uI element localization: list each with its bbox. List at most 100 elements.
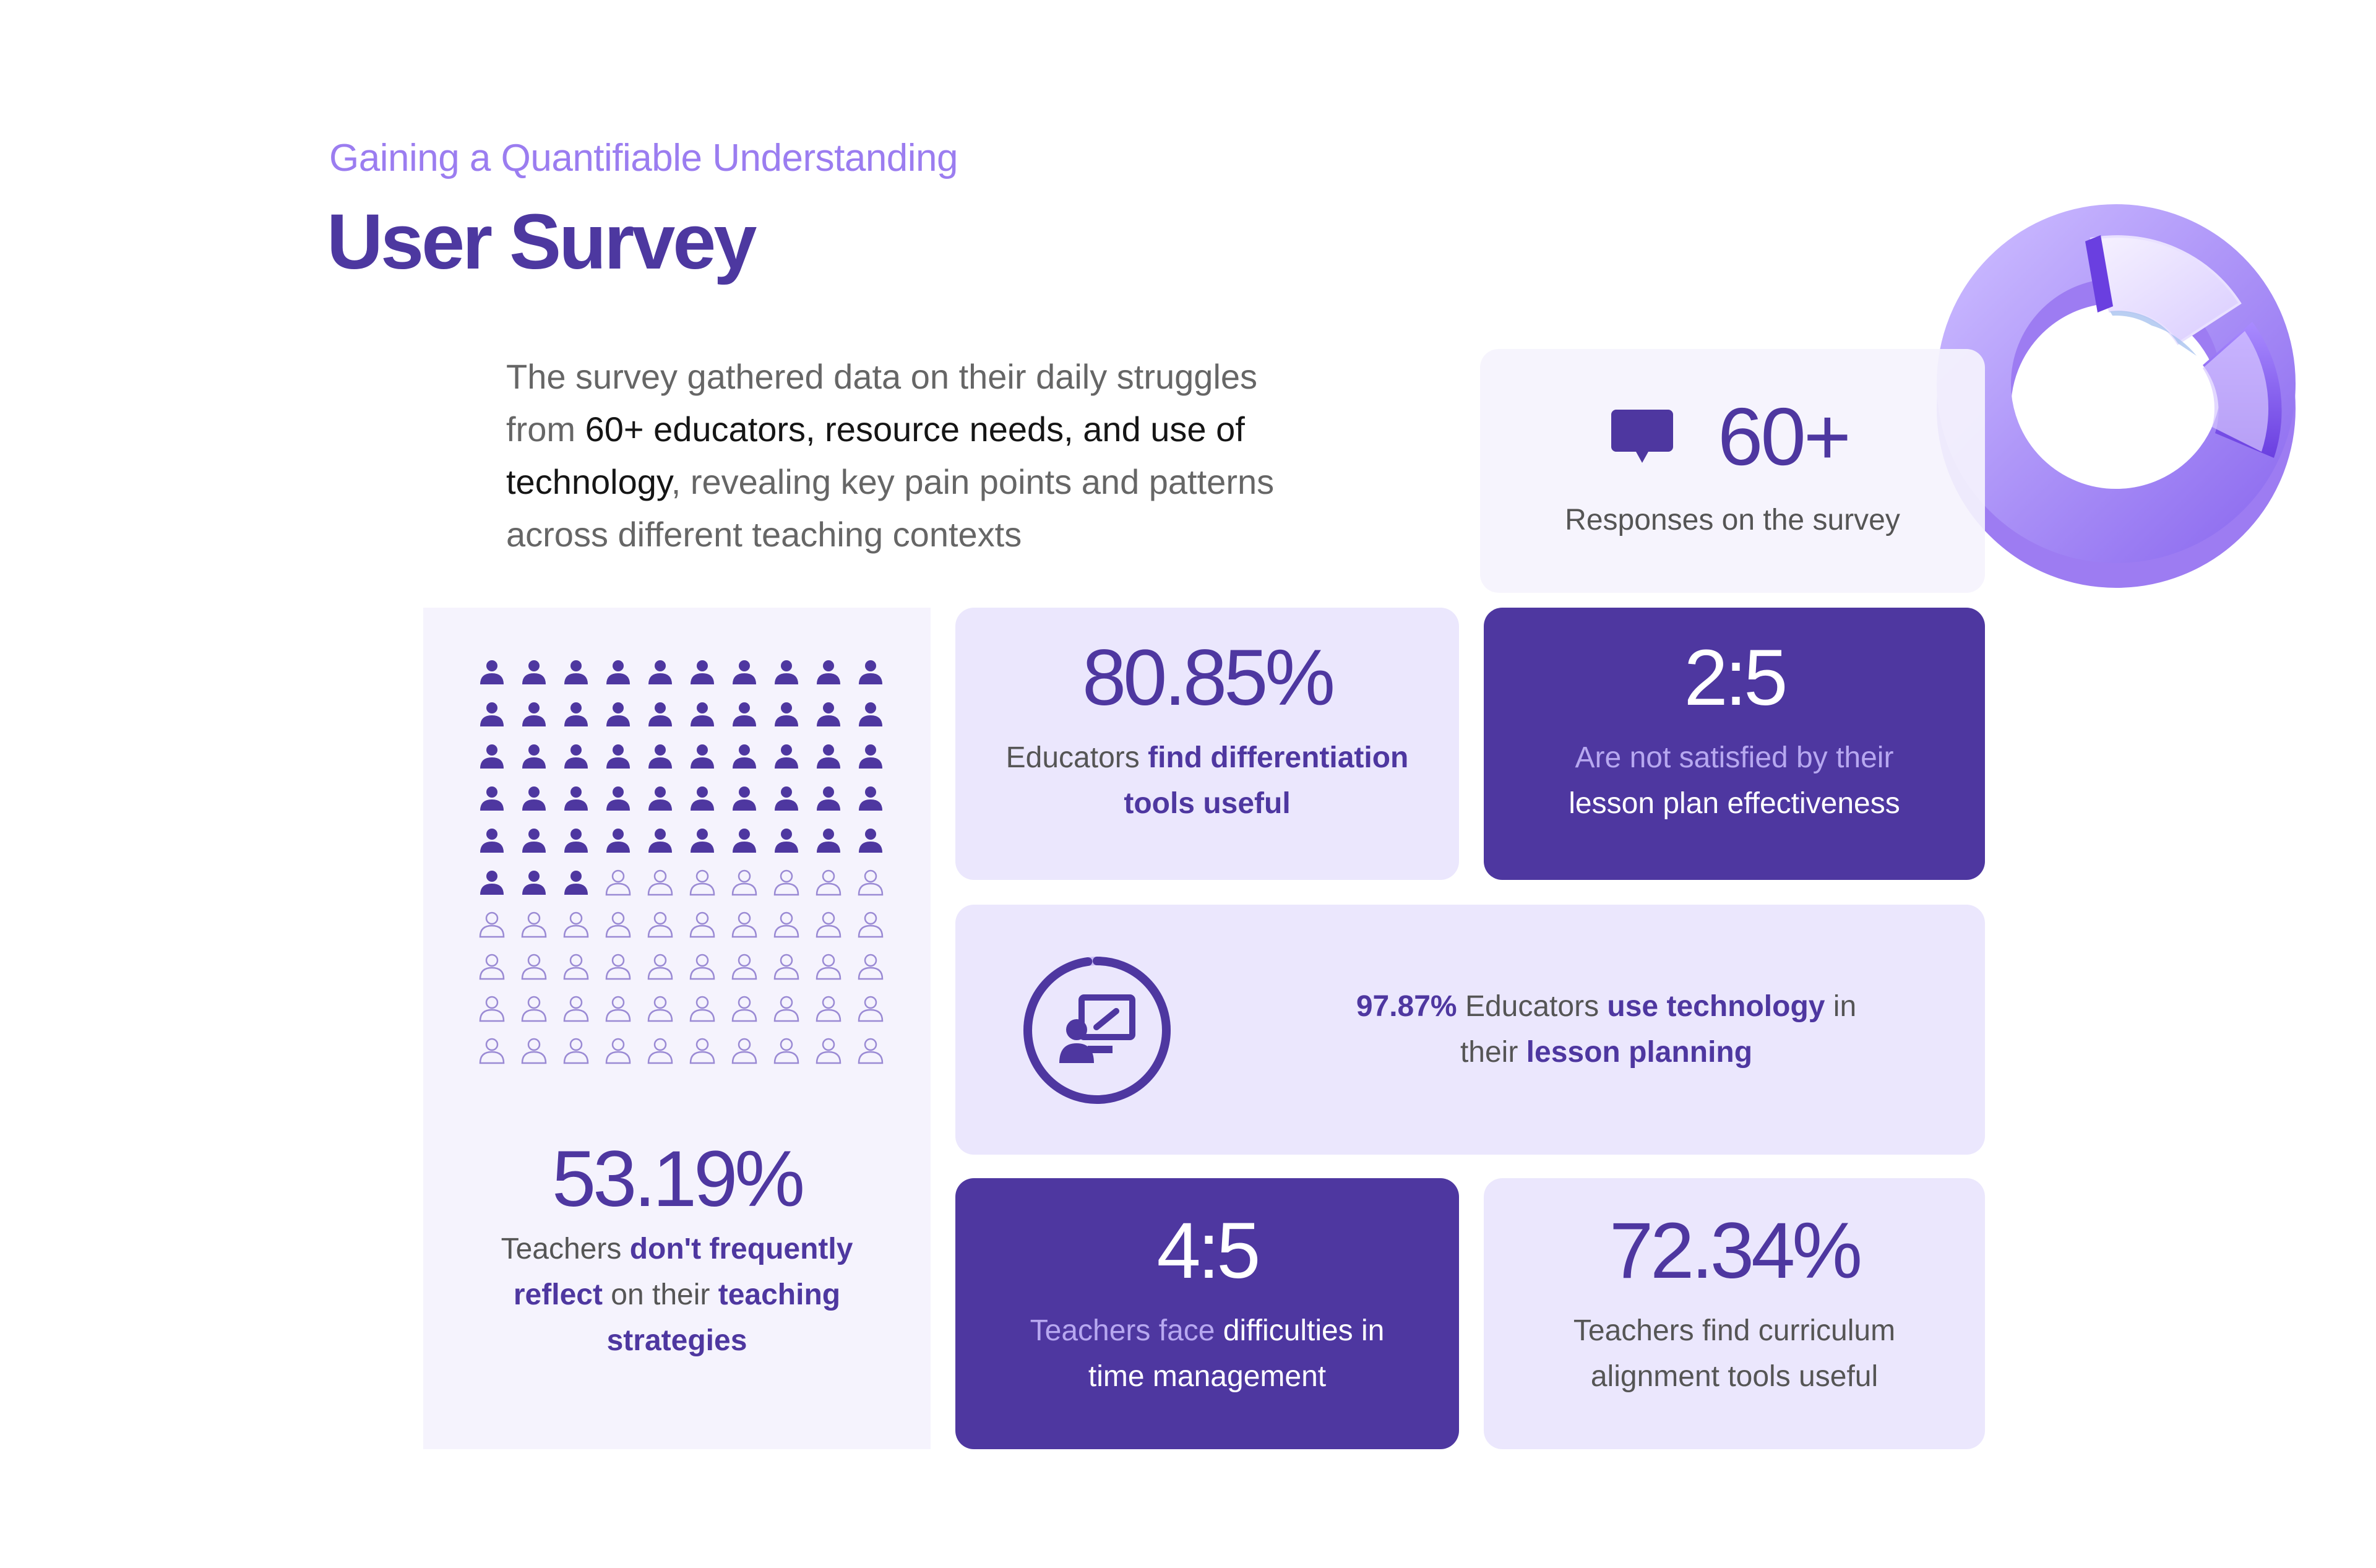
person-outline-icon [563, 1038, 589, 1064]
person-filled-icon [564, 744, 588, 769]
person-outline-icon [816, 996, 842, 1022]
person-filled-icon [480, 871, 504, 895]
person-outline-icon [689, 869, 715, 896]
person-outline-icon [858, 1038, 884, 1064]
time-management-value: 4:5 [1156, 1207, 1261, 1295]
person-outline-icon [605, 911, 631, 938]
person-filled-icon [480, 660, 504, 684]
person-outline-icon [689, 954, 715, 980]
curriculum-text: Teachers find curriculum alignment tools… [1573, 1314, 1896, 1393]
technology-text-d: lesson planning [1526, 1036, 1753, 1069]
person-filled-icon [775, 660, 798, 684]
section-eyebrow: Gaining a Quantifiable Understanding [329, 137, 958, 179]
person-filled-icon [859, 660, 882, 684]
person-filled-icon [480, 702, 504, 726]
intro-text-1: The survey gathered data on their daily … [506, 357, 1258, 449]
reflection-text-d: teaching strategies [606, 1278, 841, 1357]
time-management-text-b: difficulties in time management [1088, 1314, 1385, 1393]
person-outline-icon [816, 954, 842, 980]
curriculum-value: 72.34% [1609, 1207, 1862, 1295]
person-outline-icon [773, 869, 799, 896]
person-filled-icon [522, 744, 546, 769]
lesson-plan-text: Are not satisfied by their lesson plan e… [1484, 735, 1985, 827]
person-outline-icon [689, 996, 715, 1022]
person-filled-icon [691, 786, 714, 811]
lesson-plan-card: 2:5 Are not satisfied by their lesson pl… [1484, 608, 1985, 880]
person-filled-icon [817, 829, 840, 853]
technology-text-a: Educators [1457, 990, 1608, 1023]
people-grid [478, 658, 898, 1079]
person-filled-icon [564, 786, 588, 811]
person-outline-icon [731, 869, 757, 896]
person-outline-icon [605, 869, 631, 896]
person-outline-icon [521, 911, 547, 938]
differentiation-text-b: find differentiation tools useful [1124, 741, 1409, 820]
reflection-text-b: don't frequently reflect [513, 1233, 853, 1311]
person-filled-icon [817, 660, 840, 684]
person-outline-icon [563, 954, 589, 980]
person-outline-icon [521, 1038, 547, 1064]
lesson-plan-text-b: lesson plan effectiveness [1569, 787, 1900, 820]
differentiation-value: 80.85% [1082, 634, 1335, 722]
person-filled-icon [480, 829, 504, 853]
intro-paragraph: The survey gathered data on their daily … [506, 350, 1311, 561]
technology-card: 97.87% Educators use technology in their… [955, 905, 1985, 1155]
donut-chart-illustration [1937, 204, 2296, 588]
person-outline-icon [647, 954, 673, 980]
person-filled-icon [648, 744, 672, 769]
responses-card: 60+ Responses on the survey [1480, 349, 1985, 593]
person-outline-icon [858, 996, 884, 1022]
curriculum-card: 72.34% Teachers find curriculum alignmen… [1484, 1178, 1985, 1449]
person-filled-icon [606, 786, 630, 811]
reflection-text-c: on their [602, 1278, 718, 1311]
person-filled-icon [691, 829, 714, 853]
person-filled-icon [859, 786, 882, 811]
person-outline-icon [816, 911, 842, 938]
person-outline-icon [647, 869, 673, 896]
person-outline-icon [731, 911, 757, 938]
person-filled-icon [775, 702, 798, 726]
person-outline-icon [605, 954, 631, 980]
time-management-card: 4:5 Teachers face difficulties in time m… [955, 1178, 1459, 1449]
person-filled-icon [733, 702, 756, 726]
person-filled-icon [648, 786, 672, 811]
person-filled-icon [564, 829, 588, 853]
person-outline-icon [479, 954, 505, 980]
person-outline-icon [731, 1038, 757, 1064]
lesson-plan-text-a: Are not satisfied by their [1575, 741, 1894, 774]
person-filled-icon [691, 702, 714, 726]
lesson-plan-value: 2:5 [1684, 634, 1788, 722]
person-filled-icon [775, 786, 798, 811]
reflection-text-a: Teachers [501, 1233, 630, 1265]
person-outline-icon [563, 996, 589, 1022]
person-filled-icon [606, 660, 630, 684]
person-filled-icon [817, 786, 840, 811]
person-outline-icon [689, 1038, 715, 1064]
differentiation-card: 80.85% Educators find differentiation to… [955, 608, 1459, 880]
person-filled-icon [522, 786, 546, 811]
person-outline-icon [816, 869, 842, 896]
person-filled-icon [648, 829, 672, 853]
person-filled-icon [859, 702, 882, 726]
person-outline-icon [647, 911, 673, 938]
responses-value: 60+ [1718, 391, 1851, 482]
technology-text-b: use technology [1607, 990, 1825, 1023]
reflection-panel: 53.19% Teachers don't frequently reflect… [423, 608, 931, 1449]
time-management-text-a: Teachers face [1030, 1314, 1223, 1347]
person-outline-icon [479, 996, 505, 1022]
person-filled-icon [775, 744, 798, 769]
person-outline-icon [647, 996, 673, 1022]
person-filled-icon [691, 744, 714, 769]
person-outline-icon [773, 996, 799, 1022]
person-filled-icon [691, 660, 714, 684]
person-outline-icon [858, 954, 884, 980]
person-filled-icon [648, 702, 672, 726]
person-outline-icon [858, 869, 884, 896]
person-filled-icon [648, 660, 672, 684]
person-outline-icon [521, 954, 547, 980]
person-filled-icon [606, 744, 630, 769]
person-outline-icon [731, 954, 757, 980]
technology-progress-ring [1023, 957, 1171, 1104]
intro-text-2: , revealing key pain points and patterns… [506, 462, 1275, 554]
differentiation-text: Educators find differentiation tools use… [955, 735, 1459, 827]
